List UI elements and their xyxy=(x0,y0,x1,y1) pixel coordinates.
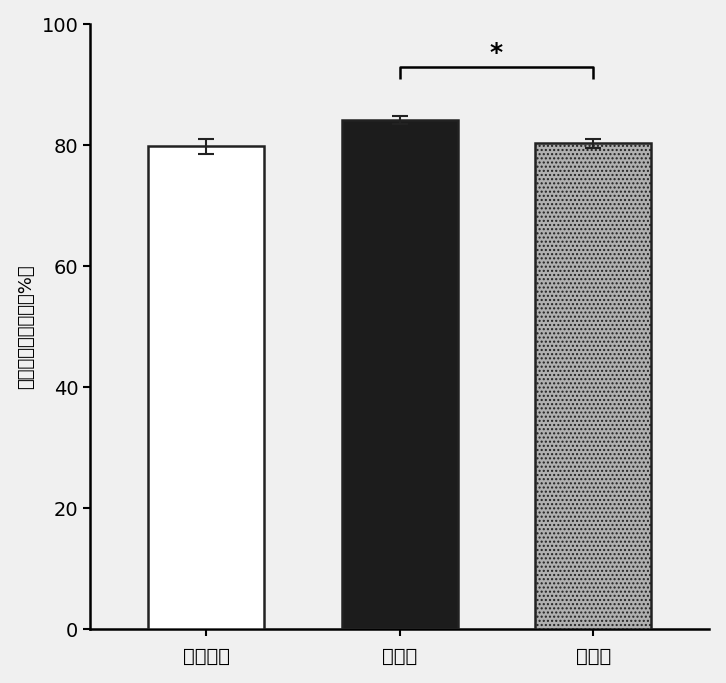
Bar xyxy=(148,146,264,629)
Bar xyxy=(535,143,651,629)
Y-axis label: 大脑脑组织含水量（%）: 大脑脑组织含水量（%） xyxy=(17,264,35,389)
Text: *: * xyxy=(490,41,503,65)
Bar xyxy=(342,120,458,629)
